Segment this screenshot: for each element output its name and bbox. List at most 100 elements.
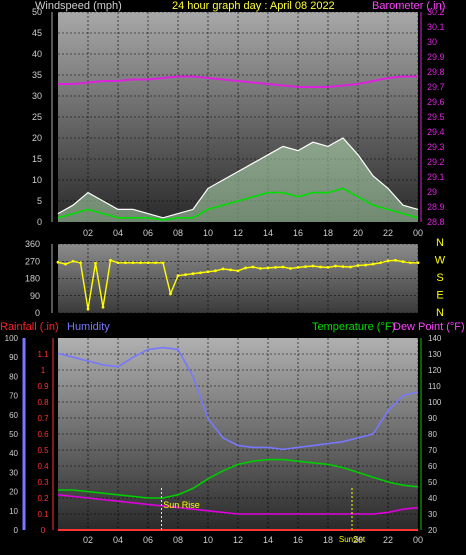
temperature-tick-label: 40 <box>428 494 437 503</box>
humidity-tick-label: 70 <box>9 392 18 401</box>
direction-point <box>266 266 270 270</box>
barometer-tick-label: 29 <box>427 187 437 197</box>
wind-gust-line <box>57 137 419 219</box>
barometer-tick-label: 29.5 <box>427 112 445 122</box>
wind-y-tick-label: 40 <box>32 49 42 59</box>
direction-point <box>214 269 217 273</box>
x-tick-label: 20 <box>353 535 363 545</box>
direction-point <box>116 261 120 265</box>
rain-tick-label: 0.3 <box>37 478 49 487</box>
humidity-line <box>57 346 419 451</box>
direction-point <box>71 259 75 263</box>
direction-point <box>184 273 187 277</box>
rain-tick-label: 1.1 <box>37 350 49 359</box>
x-tick-label: 06 <box>143 535 153 545</box>
x-tick-label: 04 <box>113 228 123 238</box>
barometer-tick-label: 29.2 <box>427 157 445 167</box>
x-tick-label: 18 <box>323 535 333 545</box>
humidity-tick-label: 80 <box>9 372 18 381</box>
x-tick-label: 16 <box>293 228 303 238</box>
direction-point <box>341 265 345 269</box>
temperature-tick-label: 60 <box>428 462 437 471</box>
direction-point <box>334 264 337 268</box>
wind-y-tick-label: 35 <box>32 70 42 80</box>
barometer-tick-label: 30.1 <box>427 22 445 32</box>
barometer-tick-label: 29.3 <box>427 142 445 152</box>
x-tick-label: 00 <box>413 228 423 238</box>
wind-y-tick-label: 25 <box>32 112 42 122</box>
wind-fill <box>58 138 418 222</box>
direction-y-tick-label: 270 <box>25 256 40 266</box>
direction-point <box>56 260 60 264</box>
humidity-tick-label: 40 <box>9 449 18 458</box>
direction-point <box>244 266 247 270</box>
direction-point <box>124 261 127 265</box>
x-tick-label: 08 <box>173 228 183 238</box>
x-tick-label: 06 <box>143 228 153 238</box>
direction-point <box>94 261 97 265</box>
x-tick-label: 04 <box>113 535 123 545</box>
x-tick-label: 00 <box>413 535 423 545</box>
wind-y-tick-label: 10 <box>32 175 42 185</box>
dewpoint-label: Dew Point (°F) <box>393 321 465 333</box>
direction-point <box>311 264 315 268</box>
barometer-tick-label: 28.8 <box>427 217 445 227</box>
x-tick-label: 14 <box>263 535 273 545</box>
barometer-line <box>58 75 418 88</box>
gust-area <box>58 138 418 222</box>
direction-point <box>304 265 307 269</box>
direction-point <box>356 264 360 267</box>
direction-point <box>154 261 157 265</box>
compass-label-e: E <box>436 290 443 302</box>
rain-tick-label: 0.7 <box>37 414 49 423</box>
direction-point <box>86 307 90 311</box>
rain-tick-label: 0.5 <box>37 446 49 455</box>
windspeed-title: Windspeed (mph) <box>35 0 122 12</box>
direction-point <box>319 265 322 269</box>
compass-label-n: N <box>436 307 444 319</box>
direction-point <box>64 262 67 266</box>
x-tick-label: 20 <box>353 228 363 238</box>
barometer-tick-label: 29.8 <box>427 67 445 77</box>
wind-y-tick-label: 45 <box>32 28 42 38</box>
humidity-tick-label: 50 <box>9 430 18 439</box>
direction-panel-grid <box>58 243 419 314</box>
direction-point <box>281 265 285 269</box>
temperature-tick-label: 90 <box>428 414 437 423</box>
temperature-tick-label: 20 <box>428 526 437 535</box>
direction-point <box>394 258 397 262</box>
direction-y-tick-label: 360 <box>25 239 40 249</box>
direction-point <box>79 261 82 265</box>
rain-tick-label: 0.1 <box>37 510 49 519</box>
direction-point <box>349 265 352 269</box>
barometer-tick-label: 29.9 <box>427 52 445 62</box>
direction-y-tick-label: 180 <box>25 274 40 284</box>
temperature-tick-label: 50 <box>428 478 437 487</box>
wind-y-tick-label: 5 <box>37 196 42 206</box>
temperature-tick-label: 100 <box>428 398 442 407</box>
x-tick-label: 02 <box>83 228 93 238</box>
dewpoint-line <box>57 494 419 515</box>
wind-y-axis: 0 5 10 15 20 25 30 35 40 45 50 <box>32 7 53 227</box>
humidity-y-axis: 0 10 20 30 40 50 60 70 80 90 100 <box>5 334 26 535</box>
temperature-tick-label: 80 <box>428 430 437 439</box>
humidity-tick-label: 60 <box>9 411 18 420</box>
x-tick-label: 18 <box>323 228 333 238</box>
direction-point <box>236 269 240 273</box>
rain-tick-label: 0.6 <box>37 430 49 439</box>
temperature-tick-label: 130 <box>428 350 442 359</box>
direction-point <box>259 267 262 270</box>
wind-x-axis: 02 04 06 08 10 12 14 16 18 20 22 00 <box>83 228 423 238</box>
x-tick-label: 12 <box>233 228 243 238</box>
x-tick-label: 22 <box>383 228 393 238</box>
sunset-label: SunSet <box>339 535 366 544</box>
direction-point <box>191 272 195 276</box>
wind-lines <box>57 75 419 221</box>
temperature-tick-label: 30 <box>428 510 437 519</box>
direction-point <box>326 265 330 269</box>
barometer-y-axis: 28.8 28.9 29 29.1 29.2 29.3 29.4 29.5 29.6 29.7 29… <box>420 7 445 227</box>
wind-average-line <box>57 187 419 221</box>
direction-point <box>364 263 367 267</box>
graph-title: 24 hour graph day : April 08 2022 <box>172 0 335 12</box>
